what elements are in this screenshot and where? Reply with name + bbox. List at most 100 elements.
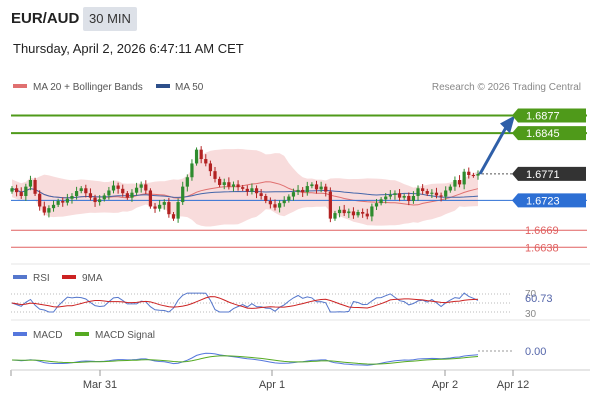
support-label-tag [512,193,586,208]
candle-body [301,189,305,193]
candle-body [328,191,332,219]
candle-body [148,190,153,207]
candle-body [24,186,28,196]
candle-body [457,180,462,185]
candle-body [38,193,42,207]
candle-body [434,192,439,196]
candle-body [416,188,420,196]
candle-body [79,188,83,192]
candle-body [130,192,134,198]
candle-body [158,204,162,209]
candle-body [254,188,259,194]
candle-body [65,198,69,203]
support-label-value: 1.6723 [526,195,560,207]
candle-body [47,208,51,213]
rsi-level-30: 30 [525,309,537,320]
macd-signal-legend-swatch [75,332,89,336]
candle-body [171,214,176,219]
macd-panel: MACD MACD Signal 0.00 [11,330,546,366]
rsi-level-70: 70 [525,289,537,300]
chart-frame [10,263,590,376]
candle-body [324,186,328,192]
candle-body [314,184,319,190]
candle-body [42,206,46,213]
candle-body [111,185,116,191]
rsi-legend-label: RSI [33,273,50,284]
candle-body [250,188,254,192]
candle-body [84,188,88,194]
price-levels [11,114,587,248]
candle-body [462,171,466,185]
candle-body [144,184,148,191]
candle-body [162,202,166,205]
candle-body [98,199,102,203]
ma20-legend-swatch [13,84,27,88]
x-tick-label: Apr 1 [259,379,285,391]
candle-body [361,212,365,214]
copyright-label: Research © 2026 Trading Central [432,82,581,93]
ma50-legend-swatch [156,84,170,88]
bollinger-bands [12,148,478,227]
last-price-label-tag [512,166,586,181]
candle-body [167,202,171,215]
candle-body [287,196,291,201]
macd-last-value: 0.00 [525,346,546,358]
rsi-line [11,292,479,313]
x-tick-label: Apr 12 [497,379,529,391]
macd-signal-line [11,355,479,365]
bollinger-band-area [12,148,478,227]
candle-body [379,199,383,204]
candle-body [236,184,240,188]
candle-body [14,188,19,193]
resistance-label-tag [512,108,586,123]
candle-body [393,193,397,195]
candle-body [411,196,416,201]
candle-body [74,191,79,196]
chart-header: EUR/AUD 30 MIN Thursday, April 2, 2026 6… [0,0,590,70]
candle-body [213,171,217,179]
rsi-panel: RSI 9MA 70 30 60.73 [11,273,553,320]
target-arrow [478,115,515,175]
candle-body [351,211,356,216]
candle-body [347,211,351,214]
candle-body [199,149,203,160]
candlesticks [10,146,480,223]
candle-body [402,196,406,198]
timeframe-button[interactable]: 30 MIN [83,7,137,31]
candle-body [19,192,23,196]
resistance-label-value: 1.6877 [526,110,560,122]
candle-body [181,186,185,203]
candle-body [305,186,309,193]
candle-body [259,193,263,196]
candle-body [56,200,60,205]
candle-body [291,192,296,197]
x-axis: Mar 31 Apr 1 Apr 2 Apr 12 [11,369,590,391]
candle-body [176,202,180,219]
candle-body [208,163,213,172]
target-arrow-head [500,115,515,134]
candle-body [453,180,457,187]
last-price-label-value: 1.6771 [526,169,560,181]
candle-body [384,196,388,200]
rsi-ma-legend-label: 9MA [82,273,103,284]
ma20-legend-label: MA 20 + Bollinger Bands [33,82,143,93]
ma50-legend-label: MA 50 [175,82,204,93]
candle-body [448,186,452,191]
candle-body [102,195,106,200]
candle-body [125,193,129,198]
rsi-ma-line [11,296,479,309]
candle-body [227,182,231,187]
lower-level-value: 1.6638 [525,242,559,254]
candle-body [430,192,434,194]
candle-body [421,188,425,192]
candle-body [356,212,360,216]
candle-body [273,204,277,208]
candle-body [467,171,471,176]
candle-body [342,209,346,214]
resistance-label-value: 1.6845 [526,128,560,140]
candle-body [397,193,402,198]
main-legend: MA 20 + Bollinger Bands MA 50 Research © 2… [13,82,581,93]
macd-legend-swatch [13,332,27,336]
candle-body [139,184,143,188]
